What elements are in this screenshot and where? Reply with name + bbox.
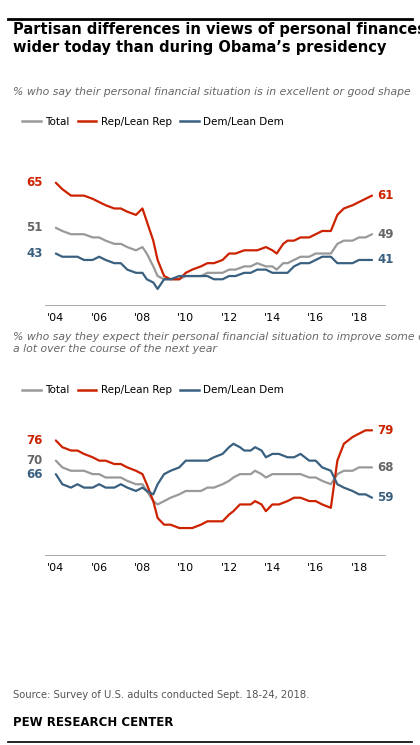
Legend: Total, Rep/Lean Rep, Dem/Lean Dem: Total, Rep/Lean Rep, Dem/Lean Dem — [18, 112, 288, 131]
Text: 41: 41 — [378, 253, 394, 267]
Text: 66: 66 — [26, 468, 43, 481]
Text: % who say they expect their personal financial situation to improve some or
a lo: % who say they expect their personal fin… — [13, 332, 420, 355]
Text: 68: 68 — [378, 461, 394, 474]
Text: 76: 76 — [26, 434, 43, 447]
Text: 65: 65 — [26, 177, 43, 189]
Text: 79: 79 — [378, 424, 394, 437]
Text: 61: 61 — [378, 189, 394, 202]
Text: 59: 59 — [378, 491, 394, 504]
Legend: Total, Rep/Lean Rep, Dem/Lean Dem: Total, Rep/Lean Rep, Dem/Lean Dem — [18, 381, 288, 399]
Text: PEW RESEARCH CENTER: PEW RESEARCH CENTER — [13, 716, 173, 729]
Text: 43: 43 — [26, 247, 43, 260]
Text: 49: 49 — [378, 228, 394, 241]
Text: Partisan differences in views of personal finances
wider today than during Obama: Partisan differences in views of persona… — [13, 22, 420, 55]
Text: 70: 70 — [26, 454, 43, 467]
Text: Source: Survey of U.S. adults conducted Sept. 18-24, 2018.: Source: Survey of U.S. adults conducted … — [13, 691, 309, 700]
Text: 51: 51 — [26, 221, 43, 234]
Text: % who say their personal financial situation is in excellent or good shape: % who say their personal financial situa… — [13, 86, 410, 97]
